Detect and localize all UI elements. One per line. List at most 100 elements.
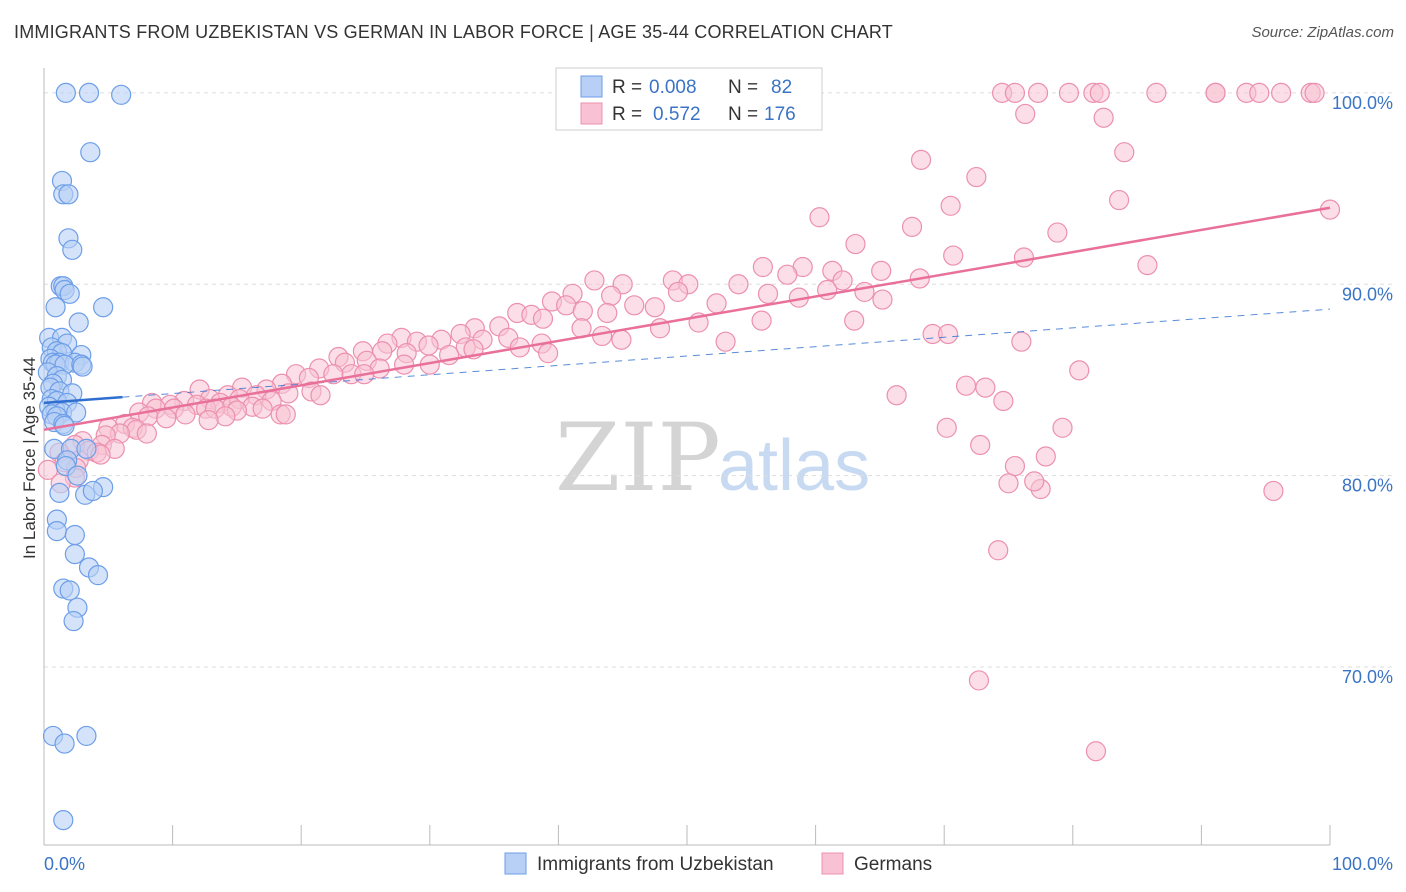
legend-n-value: 176 [764,104,796,125]
y-tick-label: 80.0% [1342,476,1393,496]
data-point-germans [936,417,957,438]
data-point-germans [215,406,236,427]
data-point-germans [1011,331,1032,352]
data-point-uzbekistan [45,297,66,318]
data-point-germans [310,385,331,406]
data-point-germans [198,410,219,431]
data-point-germans [968,670,990,691]
data-point-uzbekistan [87,565,109,586]
data-point-germans [752,256,773,278]
data-point-germans [1004,82,1026,103]
data-point-uzbekistan [46,521,67,542]
legend-r-value: 0.008 [649,77,697,98]
data-point-germans [136,423,157,444]
watermark-atlas: atlas [718,426,870,506]
data-point-germans [715,331,736,352]
source-credit: Source: ZipAtlas.com [1251,24,1394,41]
data-point-germans [1027,82,1049,103]
data-point-germans [532,308,554,329]
data-point-uzbekistan [72,356,93,377]
data-point-germans [901,216,923,237]
x-tick-label: 0.0% [44,854,85,874]
data-point-germans [1108,189,1130,211]
data-point-germans [940,195,961,216]
data-point-uzbekistan [58,184,79,205]
data-point-uzbekistan [67,465,88,486]
data-point-germans [584,270,605,291]
data-point-germans [757,283,779,304]
bottom-legend-label-uzbekistan: Immigrants from Uzbekistan [537,854,774,875]
data-point-germans [1114,142,1135,163]
data-point-germans [175,404,196,425]
watermark-zip: ZIP [555,404,721,513]
data-point-germans [1058,82,1080,103]
data-point-germans [706,293,727,314]
data-point-germans [667,281,689,303]
y-tick-label: 100.0% [1332,93,1393,113]
data-point-uzbekistan [53,810,74,831]
trend-lines [43,206,1331,431]
legend-r-label: R = [612,77,642,98]
data-point-germans [872,289,893,310]
legend-r-value: 0.572 [653,104,701,125]
data-point-germans [854,281,875,303]
data-point-germans [988,540,1009,561]
bottom-legend-swatch-uzbekistan [504,852,527,875]
data-point-germans [751,310,772,331]
data-point-uzbekistan [68,312,89,333]
data-point-germans [910,149,932,170]
data-point-germans [1047,222,1068,243]
data-point-uzbekistan [80,142,101,163]
watermark: ZIP atlas [555,404,870,513]
data-point-germans [955,375,977,396]
data-point-germans [1271,82,1292,103]
data-point-germans [1304,82,1325,103]
data-point-germans [937,323,959,345]
data-point-germans [844,310,865,331]
data-point-germans [538,343,559,364]
legend: R = 0.008 N = 82 R = 0.572 N = 176 [555,67,823,131]
data-point-germans [624,295,645,316]
data-point-germans [845,233,866,255]
data-point-germans [1085,741,1107,762]
bottom-legend-swatch-germans [821,852,844,875]
axes [43,68,1331,846]
data-point-germans [418,335,439,356]
data-point-germans [252,398,273,419]
data-point-germans [1015,103,1036,125]
data-point-germans [1069,360,1090,381]
data-point-uzbekistan [66,402,87,423]
data-point-germans [1089,82,1110,103]
chart-title: IMMIGRANTS FROM UZBEKISTAN VS GERMAN IN … [14,22,894,42]
data-point-germans [998,473,1019,494]
data-point-germans [592,325,613,347]
data-point-germans [970,434,991,456]
data-point-germans [597,302,618,324]
data-point-germans [1146,82,1167,103]
data-point-germans [556,295,577,316]
data-point-uzbekistan [78,82,100,103]
data-point-germans [1263,480,1284,502]
data-point-germans [728,274,749,295]
tick-labels: 70.0% 80.0% 90.0% 100.0% 0.0% 100.0% [44,93,1393,874]
legend-swatch-uzbekistan [580,75,603,98]
data-point-germans [1249,82,1270,103]
series-uzbekistan-points [37,82,132,831]
data-point-germans [275,404,296,425]
data-point-uzbekistan [63,610,84,632]
data-point-germans [993,390,1014,412]
data-point-germans [1004,455,1026,477]
data-point-germans [966,166,987,188]
data-point-germans [601,285,622,306]
trend-line-uzbekistan [43,395,123,405]
data-point-germans [777,264,798,285]
data-point-germans [1024,471,1045,492]
data-point-germans [886,385,907,406]
data-point-uzbekistan [93,297,114,318]
y-tick-label: 90.0% [1342,284,1393,304]
data-point-germans [393,354,415,375]
series-germans-points [37,82,1341,762]
data-point-germans [156,408,177,429]
gridlines [44,92,1392,668]
